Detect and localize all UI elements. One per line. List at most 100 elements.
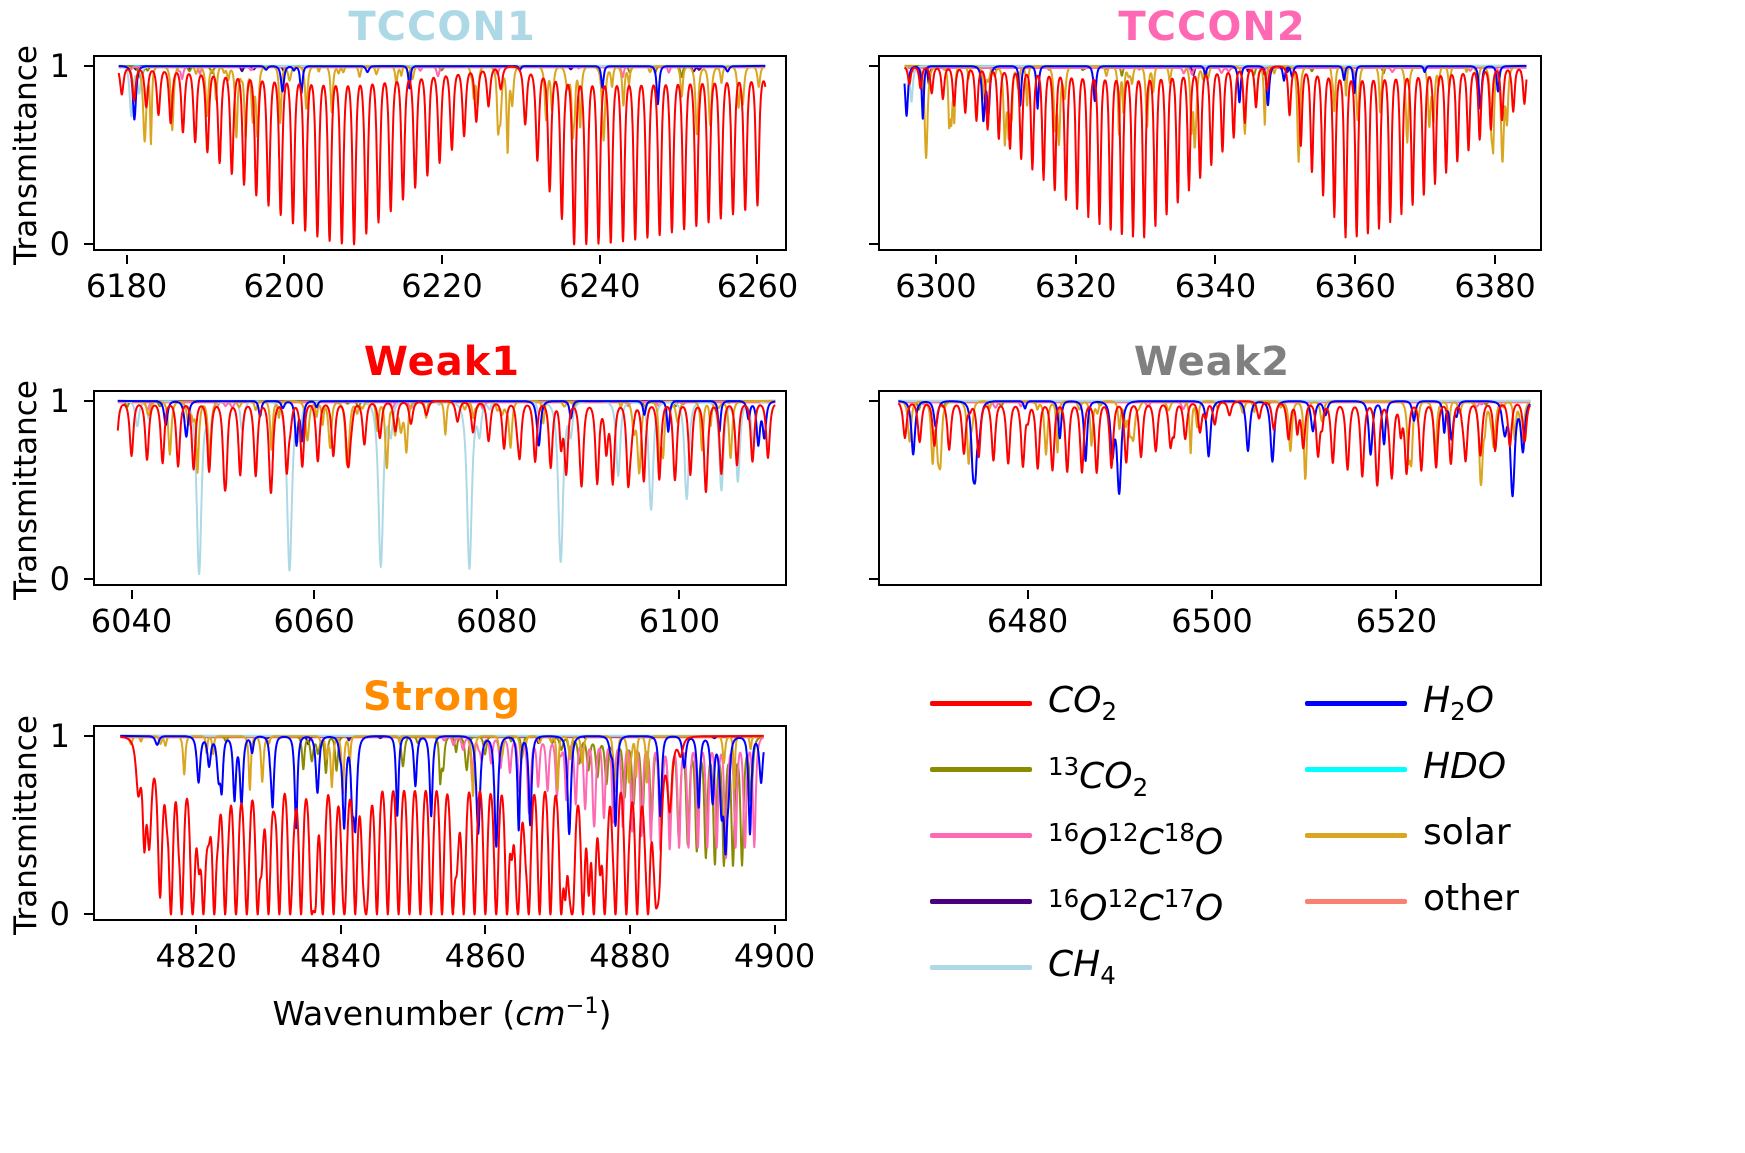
curve-tccon2-solar: [904, 65, 1527, 163]
x-tick-tccon1-4: [756, 255, 759, 264]
x-tick-tccon2-0: [934, 255, 937, 264]
x-tick-tccon1-1: [283, 255, 286, 264]
x-tick-label-tccon1-3: 6240: [559, 267, 641, 305]
x-tick-label-strong-3: 4880: [589, 937, 671, 975]
x-tick-weak2-0: [1026, 590, 1029, 599]
x-tick-tccon1-3: [598, 255, 601, 264]
plot-area-tccon1: [93, 55, 787, 251]
x-tick-label-tccon1-2: 6220: [401, 267, 483, 305]
legend-label-CH4: CH4: [1048, 944, 1116, 991]
y-tick-label-strong-1: 0: [49, 895, 70, 934]
legend-line-CO2: [930, 701, 1032, 706]
y-tick-label-weak1-0: 1: [49, 381, 70, 420]
x-tick-weak1-2: [495, 590, 498, 599]
x-tick-label-tccon2-0: 6300: [895, 267, 977, 305]
curve-strong-solar: [120, 734, 764, 798]
y-tick-strong-0: [84, 734, 93, 737]
legend-label-HDO: HDO: [1423, 746, 1507, 787]
curve-tccon2-H2O: [903, 64, 1527, 123]
x-tick-weak2-2: [1395, 590, 1398, 599]
x-tick-tccon2-4: [1494, 255, 1497, 264]
legend-line-16O12C17O: [930, 899, 1032, 904]
x-tick-tccon1-0: [125, 255, 128, 264]
x-axis-label: Wavenumber (cm−1): [272, 993, 612, 1033]
y-tick-strong-1: [84, 913, 93, 916]
legend-label-16O12C17O: 16O12C17O: [1048, 884, 1224, 929]
legend-line-H2O: [1305, 701, 1407, 706]
x-tick-label-weak2-0: 6480: [986, 602, 1069, 640]
legend-line-13CO2: [930, 767, 1032, 772]
panel-title-tccon1: TCCON1: [348, 4, 536, 50]
legend-line-16O12C18O: [930, 833, 1032, 838]
curve-tccon1-CO2: [117, 65, 767, 246]
legend-label-other: other: [1423, 878, 1519, 919]
x-tick-strong-3: [628, 925, 631, 934]
legend-label-CO2: CO2: [1048, 680, 1118, 727]
spectrum-tccon1: [117, 64, 767, 246]
y-tick-label-strong-0: 1: [49, 716, 70, 755]
x-tick-label-weak2-2: 6520: [1355, 602, 1438, 640]
x-tick-strong-1: [339, 925, 342, 934]
x-tick-tccon2-3: [1354, 255, 1357, 264]
y-tick-tccon1-1: [84, 243, 93, 246]
x-tick-label-tccon1-4: 6260: [716, 267, 799, 305]
curve-weak1-H2O: [117, 399, 776, 447]
x-tick-tccon1-2: [441, 255, 443, 264]
x-tick-tccon2-1: [1074, 255, 1077, 264]
x-tick-label-tccon1-0: 6180: [85, 267, 168, 305]
y-tick-label-tccon1-0: 1: [49, 46, 70, 85]
plot-area-weak2: [878, 390, 1542, 586]
panel-title-weak1: Weak1: [363, 339, 521, 385]
x-tick-label-strong-1: 4840: [300, 937, 382, 975]
curve-weak2-CO2: [897, 400, 1532, 487]
legend-label-16O12C18O: 16O12C18O: [1048, 818, 1224, 863]
x-tick-tccon2-2: [1214, 255, 1217, 264]
legend-label-solar: solar: [1423, 812, 1511, 853]
curve-tccon1-H2O: [118, 64, 766, 121]
x-tick-strong-2: [484, 925, 487, 934]
curve-tccon2-CO2: [903, 65, 1528, 239]
legend-line-CH4: [930, 965, 1032, 970]
spectrum-weak2: [897, 399, 1532, 498]
panel-title-weak2: Weak2: [1133, 339, 1291, 385]
panel-title-strong: Strong: [362, 674, 522, 720]
x-tick-label-strong-2: 4860: [444, 937, 527, 975]
spectrum-tccon2: [903, 64, 1528, 239]
x-tick-strong-0: [195, 925, 198, 934]
x-tick-label-weak1-2: 6080: [456, 602, 538, 640]
y-tick-label-tccon1-1: 0: [49, 225, 70, 264]
y-tick-weak1-0: [84, 399, 93, 402]
plot-area-tccon2: [878, 55, 1542, 251]
curve-strong-CO2: [119, 734, 764, 916]
y-tick-tccon1-0: [84, 64, 93, 67]
x-tick-label-tccon1-1: 6200: [243, 267, 325, 305]
y-tick-weak2-0: [869, 399, 878, 402]
x-tick-label-tccon2-1: 6320: [1034, 267, 1117, 305]
y-tick-label-weak1-1: 0: [49, 560, 70, 599]
y-tick-tccon2-1: [869, 243, 878, 246]
x-tick-label-weak1-0: 6040: [90, 602, 173, 640]
spectrum-weak1: [116, 399, 776, 576]
legend-line-solar: [1305, 833, 1407, 838]
curve-tccon2-CH4: [904, 64, 1527, 103]
y-tick-tccon2-0: [869, 64, 878, 67]
curve-strong-H2O: [120, 734, 765, 856]
x-tick-label-strong-0: 4820: [155, 937, 237, 975]
x-tick-weak1-1: [313, 590, 316, 599]
panel-title-tccon2: TCCON2: [1118, 4, 1306, 50]
x-tick-label-weak1-1: 6060: [273, 602, 355, 640]
y-tick-weak1-1: [84, 578, 93, 581]
legend-label-13CO2: 13CO2: [1048, 752, 1149, 803]
x-tick-weak1-0: [130, 590, 133, 599]
curve-tccon1-solar: [118, 65, 766, 154]
x-tick-label-weak2-1: 6500: [1171, 602, 1253, 640]
x-tick-weak2-1: [1211, 590, 1213, 599]
x-tick-label-tccon2-3: 6360: [1314, 267, 1396, 305]
legend-line-HDO: [1305, 767, 1407, 772]
x-tick-label-strong-4: 4900: [733, 937, 816, 975]
x-tick-label-tccon2-2: 6340: [1174, 267, 1257, 305]
legend-label-H2O: H2O: [1423, 680, 1494, 727]
spectrum-strong: [119, 734, 765, 916]
x-tick-label-weak1-3: 6100: [638, 602, 721, 640]
